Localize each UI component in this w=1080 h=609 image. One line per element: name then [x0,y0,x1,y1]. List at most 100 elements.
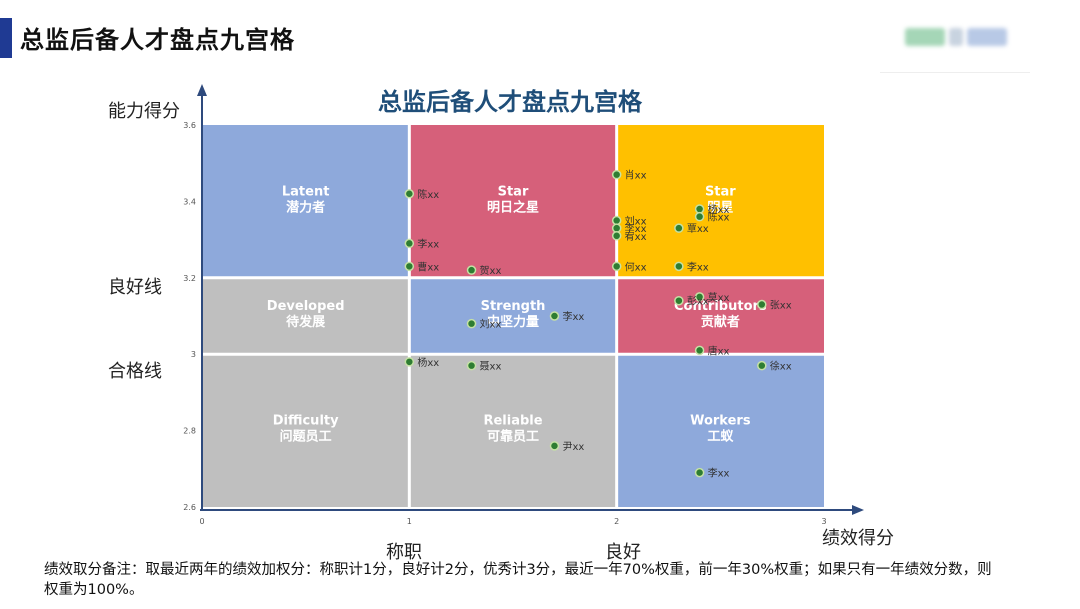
cell-label-cn: 明星 [707,200,733,215]
cell-label-en: Workers [690,414,751,429]
cell-label-cn: 中坚力量 [487,314,539,330]
data-point [404,261,415,272]
cell-label-en: Contributors [674,299,767,314]
data-point [611,231,622,241]
data-point [466,318,477,329]
data-point [466,265,477,275]
data-point-label: 覃xx [687,223,709,235]
data-point-label: 尹xx [562,441,584,453]
ticks-layer: 2.6 2.8 3 3.2 3.4 3.6 0 1 2 3 [183,121,826,526]
axes-layer [197,84,864,515]
data-point-label: 李xx [687,260,709,273]
header-divider [880,72,1030,73]
data-point [694,292,705,302]
x-tick-label: 0 [199,517,204,526]
cell-latent-0 [202,125,410,278]
data-point-label: 肖xx [625,169,647,182]
cell-label-en: Reliable [483,414,542,429]
data-point [694,467,705,478]
data-point [674,295,684,306]
title-accent-bar [0,18,12,58]
data-point [674,261,684,272]
cell-label-cn: 贡献者 [701,314,740,330]
x-tick-label: 1 [407,517,412,526]
data-point [611,169,622,180]
y-tick-label: 2.6 [183,503,196,512]
data-point-label: 李xx [625,222,647,235]
x-tick-label: 3 [821,517,826,526]
x-ref-competent-label: 称职 [386,542,422,563]
data-point-label: 曹xx [417,260,439,273]
x-axis-label: 绩效得分 [822,528,894,549]
cell-developed-3 [202,277,410,355]
x-axis-arrow [852,505,864,515]
data-point [694,204,705,214]
cell-labels-layer: Latent潜力者Star明日之星Star明星Developed待发展Stren… [267,184,767,444]
x-tick-label: 2 [614,517,619,526]
data-point-label: 李xx [562,310,584,323]
data-point [404,357,415,367]
cell-workers-8 [616,354,824,507]
footnote: 绩效取分备注：取最近两年的绩效加权分：称职计1分，良好计2分，优秀计3分，最近一… [44,562,992,598]
data-point [757,299,767,310]
data-point-label: 聂xx [480,361,502,373]
cell-label-cn: 待发展 [285,314,326,330]
data-point [611,261,622,272]
cell-reliable-7 [409,354,617,507]
x-ref-good-label: 良好 [605,542,641,563]
data-point-label: 莫xx [708,292,730,304]
y-axis-label: 能力得分 [108,101,180,122]
cell-label-en: Latent [282,184,330,199]
dividers-layer [202,125,824,507]
cell-label-en: Star [498,184,529,199]
data-point-label: 李xx [708,467,730,480]
y-axis-arrow [197,84,207,96]
data-point-label: 陈xx [417,188,439,201]
y-tick-label: 3.2 [183,274,196,283]
cell-strength-4 [409,277,617,355]
data-point-label: 刘xx [625,216,647,228]
data-point [404,238,415,249]
data-point-label: 杨xx [708,203,730,216]
data-point [674,223,684,233]
data-point [694,211,705,222]
cell-label-en: Star [705,184,736,199]
cell-difficulty-6 [202,354,410,507]
cells-layer [202,125,824,507]
cell-label-cn: 工蚁 [707,429,734,445]
cell-label-cn: 可靠员工 [487,429,539,445]
cell-label-en: Strength [481,299,546,314]
data-point [404,189,415,199]
data-point-label: 彭xx [687,295,709,308]
data-point [549,441,560,451]
cell-label-cn: 明日之星 [487,199,539,215]
y-tick-label: 3 [191,350,196,359]
cell-label-en: Difficulty [273,414,339,429]
data-point-label: 徐xx [770,360,792,373]
cell-label-cn: 问题员工 [280,429,332,445]
data-point-label: 唐xx [708,344,730,357]
data-point-label: 刘xx [480,319,502,331]
data-point-label: 李xx [417,237,439,250]
data-point-label: 张xx [770,300,792,312]
data-point-label: 贺xx [480,265,502,277]
data-point-label: 何xx [625,260,647,273]
data-point [611,215,622,226]
data-point [611,223,622,233]
y-tick-label: 3.4 [183,197,196,206]
data-point [694,345,705,356]
cell-contributors-5 [616,277,824,355]
y-tick-label: 3.6 [183,121,196,130]
y-ref-good-label: 良好线 [108,277,162,298]
data-point [757,360,767,371]
y-tick-label: 2.8 [183,427,196,436]
data-point [466,360,477,371]
page-title: 总监后备人才盘点九宫格 [20,26,295,54]
data-point-label: 杨xx [417,356,439,369]
data-point-label: 宥xx [625,230,647,243]
blurred-logo [905,22,1015,50]
cell-label-cn: 潜力者 [286,199,325,215]
chart-title: 总监后备人才盘点九宫格 [378,88,643,116]
